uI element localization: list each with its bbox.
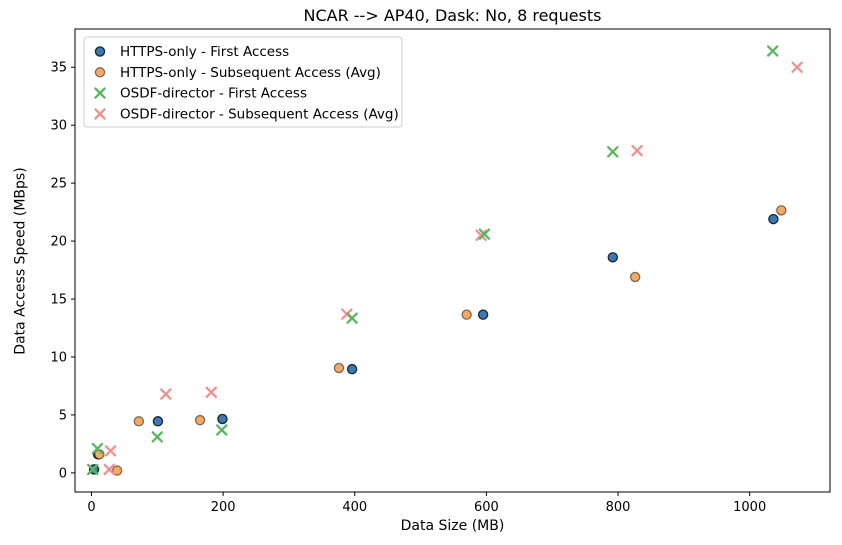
data-point xyxy=(461,309,472,320)
data-point xyxy=(791,61,803,73)
y-axis-label: Data Access Speed (MBps) xyxy=(13,166,30,355)
data-point xyxy=(477,309,489,320)
data-point xyxy=(94,108,106,120)
data-point xyxy=(133,416,145,427)
data-point xyxy=(629,271,641,283)
y-tick-label: 35 xyxy=(50,61,67,76)
data-point xyxy=(205,386,218,399)
data-point xyxy=(151,431,164,443)
y-tick-label: 20 xyxy=(50,235,67,250)
data-point xyxy=(216,424,228,436)
x-tick-label: 200 xyxy=(211,500,236,515)
data-point xyxy=(475,229,487,242)
chart-title: NCAR --> AP40, Dask: No, 8 requests xyxy=(303,6,602,25)
data-point xyxy=(103,463,115,476)
y-tick-label: 25 xyxy=(50,177,67,192)
y-axis-label-box: Data Access Speed (MBps) xyxy=(2,29,40,492)
data-point xyxy=(766,45,779,57)
legend-label: OSDF-director - First Access xyxy=(120,86,307,102)
legend-label: OSDF-director - Subsequent Access (Avg) xyxy=(120,106,399,122)
data-point xyxy=(91,442,104,455)
y-tick-label: 5 xyxy=(59,408,67,423)
data-point xyxy=(160,388,172,400)
x-tick-label: 600 xyxy=(474,500,499,515)
data-point xyxy=(607,146,619,158)
data-point xyxy=(94,67,106,78)
legend-label: HTTPS-only - Subsequent Access (Avg) xyxy=(120,65,381,81)
data-point xyxy=(94,87,106,99)
x-tick-label: 800 xyxy=(606,500,631,515)
legend-box xyxy=(83,36,403,128)
x-tick-label: 0 xyxy=(87,500,95,515)
data-point xyxy=(194,414,206,426)
data-point xyxy=(104,445,117,457)
data-point xyxy=(217,413,228,425)
x-tick-label: 400 xyxy=(342,500,367,515)
data-point xyxy=(346,312,358,324)
x-tick-label: 1000 xyxy=(733,500,766,515)
data-point xyxy=(776,205,787,216)
data-point xyxy=(87,463,99,476)
y-tick-label: 0 xyxy=(59,466,67,481)
data-point xyxy=(478,228,491,240)
x-axis-label: Data Size (MB) xyxy=(400,518,505,534)
data-point xyxy=(346,363,358,375)
data-point xyxy=(768,213,779,225)
data-point xyxy=(607,252,619,263)
data-point xyxy=(333,362,345,374)
data-point xyxy=(94,46,106,57)
axes-frame xyxy=(74,28,831,493)
data-point xyxy=(152,416,164,427)
data-point xyxy=(631,144,643,157)
legend-label: HTTPS-only - First Access xyxy=(120,44,289,60)
y-tick-label: 10 xyxy=(50,350,67,365)
data-point xyxy=(111,465,123,476)
y-tick-label: 30 xyxy=(50,119,67,134)
y-tick-label: 15 xyxy=(50,293,67,308)
